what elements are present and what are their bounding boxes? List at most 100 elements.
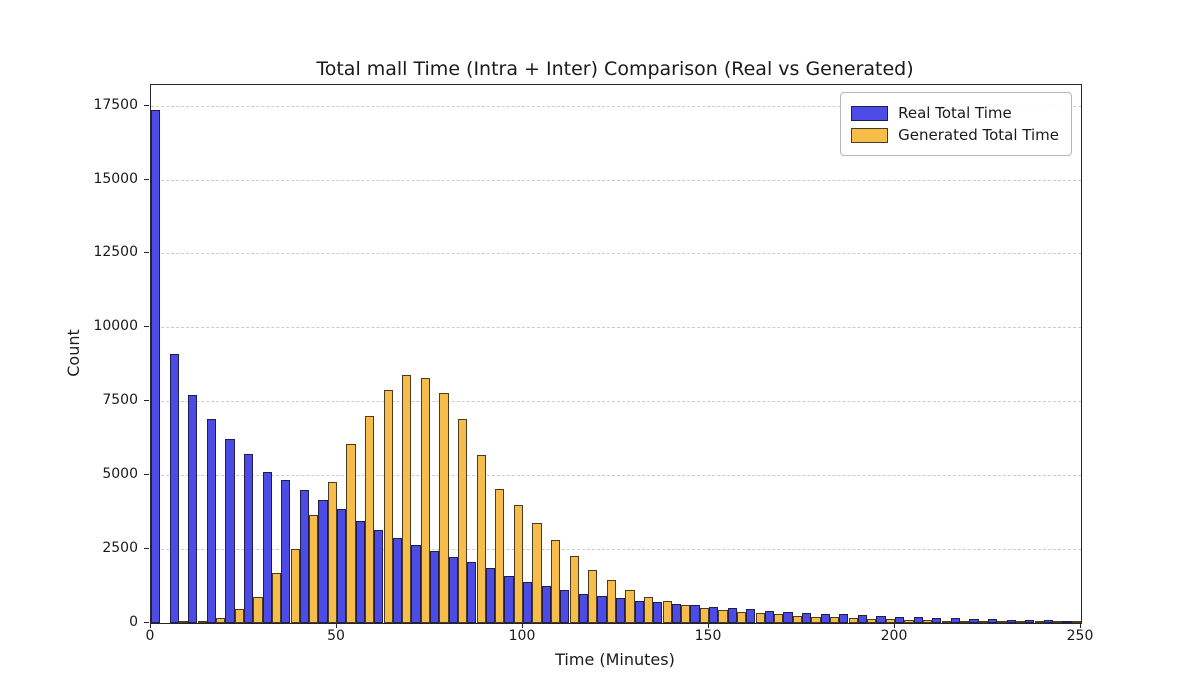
histogram-bar-real-10 [188, 395, 198, 623]
histogram-bar-real-165 [764, 610, 775, 623]
histogram-bar-real-60 [374, 529, 384, 623]
gridline-y-17500 [151, 105, 1081, 107]
histogram-bar-generated-245 [1071, 621, 1081, 623]
histogram-bar-generated-150 [718, 610, 728, 623]
x-tick-label-100: 100 [508, 628, 536, 644]
y-tick-label-15000: 15000 [93, 170, 138, 187]
plot-area: Real Total Time Generated Total Time [150, 84, 1082, 624]
histogram-bar-generated-180 [829, 617, 840, 623]
histogram-bar-real-120 [597, 596, 607, 623]
x-tick-250 [1080, 623, 1081, 628]
histogram-bar-real-185 [839, 614, 849, 623]
histogram-bar-real-0 [151, 110, 161, 623]
legend: Real Total Time Generated Total Time [840, 92, 1072, 156]
histogram-bar-generated-195 [885, 619, 895, 623]
gridline-y-5000 [151, 475, 1081, 477]
histogram-bar-real-200 [895, 616, 905, 623]
histogram-bar-real-50 [337, 509, 347, 623]
histogram-bar-real-85 [467, 562, 477, 623]
histogram-bar-real-240 [1043, 620, 1054, 623]
histogram-bar-generated-200 [904, 619, 914, 623]
histogram-bar-real-180 [820, 613, 830, 623]
histogram-bar-real-55 [355, 521, 365, 623]
histogram-bar-generated-185 [848, 618, 858, 623]
x-tick-label-250: 250 [1066, 628, 1094, 644]
histogram-bar-real-110 [560, 590, 570, 623]
legend-item-real: Real Total Time [851, 104, 1059, 122]
histogram-bar-real-170 [783, 611, 793, 623]
histogram-bar-real-15 [206, 419, 217, 623]
y-tick-2500 [144, 548, 149, 550]
legend-item-generated: Generated Total Time [851, 126, 1059, 144]
histogram-bar-generated-130 [643, 596, 654, 623]
gridline-y-12500 [151, 253, 1081, 255]
histogram-bar-generated-40 [309, 514, 319, 623]
histogram-bar-real-30 [262, 472, 272, 623]
x-tick-label-150: 150 [694, 628, 722, 644]
histogram-bar-generated-215 [960, 620, 970, 623]
x-tick-100 [522, 623, 523, 628]
histogram-bar-generated-10 [197, 621, 207, 623]
histogram-bar-generated-105 [550, 540, 561, 623]
histogram-bar-generated-170 [792, 615, 802, 623]
generated-series-swatch [851, 127, 889, 143]
chart-title: Total mall Time (Intra + Inter) Comparis… [316, 58, 914, 80]
histogram-bar-real-40 [299, 490, 310, 623]
histogram-bar-generated-155 [736, 611, 747, 623]
histogram-bar-real-125 [616, 598, 626, 623]
y-tick-0 [144, 622, 149, 623]
histogram-bar-generated-135 [662, 601, 672, 623]
histogram-bar-real-190 [857, 615, 868, 623]
histogram-bar-real-160 [746, 609, 756, 623]
histogram-bar-real-115 [578, 594, 589, 623]
histogram-bar-real-25 [244, 453, 254, 623]
histogram-bar-real-45 [318, 500, 328, 623]
histogram-bar-generated-205 [922, 620, 933, 623]
x-tick-50 [336, 623, 337, 628]
histogram-bar-real-75 [430, 550, 440, 623]
x-tick-0 [150, 623, 151, 628]
histogram-bar-generated-50 [346, 444, 356, 623]
histogram-bar-generated-145 [699, 607, 709, 623]
real-series-swatch [851, 105, 889, 121]
histogram-bar-generated-95 [513, 504, 523, 623]
y-tick-17500 [144, 104, 149, 106]
histogram-bar-real-205 [913, 617, 923, 623]
x-tick-label-200: 200 [880, 628, 908, 644]
histogram-bar-generated-235 [1034, 621, 1044, 623]
histogram-bar-real-175 [802, 612, 812, 623]
histogram-bar-generated-20 [234, 608, 244, 623]
y-tick-15000 [144, 178, 149, 180]
histogram-bar-generated-90 [495, 488, 505, 623]
histogram-bar-real-235 [1025, 620, 1035, 623]
histogram-bar-real-150 [709, 606, 719, 623]
histogram-bar-real-20 [225, 438, 235, 623]
histogram-bar-real-135 [653, 602, 663, 623]
histogram-bar-generated-65 [402, 375, 412, 623]
histogram-bar-real-80 [448, 556, 458, 623]
histogram-bar-generated-230 [1015, 621, 1026, 623]
y-tick-12500 [144, 252, 149, 254]
histogram-bar-real-5 [169, 354, 179, 623]
histogram-bar-real-140 [671, 603, 682, 623]
histogram-bar-real-210 [932, 617, 942, 623]
x-tick-label-0: 0 [145, 628, 155, 644]
histogram-bar-real-90 [485, 568, 496, 623]
gridline-y-2500 [151, 549, 1081, 551]
histogram-bar-generated-225 [997, 621, 1007, 623]
y-tick-label-2500: 2500 [102, 540, 138, 557]
gridline-y-10000 [151, 327, 1081, 329]
histogram-bar-generated-100 [532, 522, 542, 623]
x-tick-200 [894, 623, 895, 628]
y-tick-label-7500: 7500 [102, 392, 138, 409]
y-tick-10000 [144, 326, 149, 328]
legend-label-generated: Generated Total Time [898, 126, 1059, 144]
histogram-bar-generated-165 [774, 614, 784, 623]
histogram-bar-generated-120 [606, 580, 616, 623]
histogram-bar-generated-75 [439, 393, 449, 623]
x-tick-150 [708, 623, 709, 628]
histogram-bar-generated-15 [216, 617, 226, 623]
y-tick-label-0: 0 [129, 614, 138, 630]
y-tick-label-12500: 12500 [93, 244, 138, 261]
